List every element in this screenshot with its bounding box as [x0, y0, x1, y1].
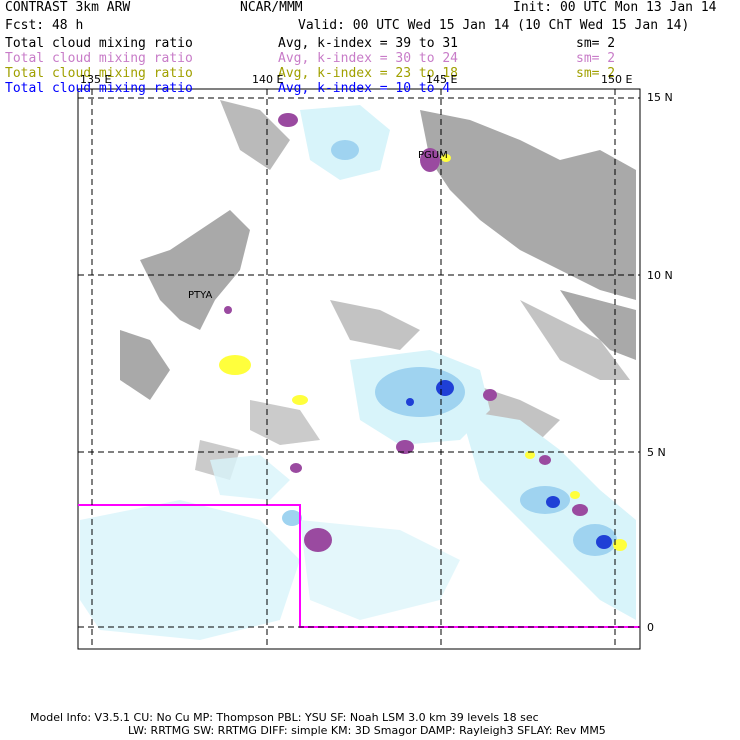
yellow-contours — [219, 154, 627, 551]
forecast-hour: Fcst: 48 h — [5, 18, 84, 33]
cloud-mid — [282, 140, 617, 556]
legend-name-3: Total cloud mixing ratio — [5, 66, 193, 81]
lon-lat-grid — [78, 89, 640, 649]
lon-label-140: 140 E — [252, 73, 284, 86]
station-pgum: PGUM — [418, 150, 448, 161]
legend-name-2: Total cloud mixing ratio — [5, 51, 193, 66]
org-title: NCAR/MMM — [240, 0, 303, 15]
legend-sm-3: sm= 2 — [576, 66, 616, 81]
lon-label-135: 135 E — [80, 73, 112, 86]
lat-label-0: 0 — [647, 621, 654, 634]
legend-range-1: Avg, k-index = 39 to 31 — [278, 36, 459, 51]
init-time: Init: 00 UTC Mon 13 Jan 14 — [513, 0, 717, 15]
legend-name-1: Total cloud mixing ratio — [5, 36, 193, 51]
cloud-low — [80, 105, 636, 640]
legend-name-4: Total cloud mixing ratio — [5, 81, 193, 96]
lat-label-5: 5 N — [647, 446, 666, 459]
purple-contours — [224, 113, 588, 552]
legend-range-2: Avg, k-index = 30 to 24 — [278, 51, 459, 66]
model-title: CONTRAST 3km ARW — [5, 0, 131, 15]
station-ptya: PTYA — [188, 290, 213, 301]
legend-range-4: Avg, k-index = 10 to 4 — [278, 81, 451, 96]
model-info-line2: LW: RRTMG SW: RRTMG DIFF: simple KM: 3D … — [128, 724, 606, 737]
lat-label-10: 10 N — [647, 269, 673, 282]
model-info-line1: Model Info: V3.5.1 CU: No Cu MP: Thompso… — [30, 711, 539, 724]
legend-sm-1: sm= 2 — [576, 36, 616, 51]
legend-range-3: Avg, k-index = 23 to 18 — [278, 66, 459, 81]
valid-time: Valid: 00 UTC Wed 15 Jan 14 (10 ChT Wed … — [298, 18, 690, 33]
legend-sm-2: sm= 2 — [576, 51, 616, 66]
lon-label-150: 150 E — [601, 73, 633, 86]
lat-label-15: 15 N — [647, 91, 673, 104]
lon-label-145: 145 E — [426, 73, 458, 86]
